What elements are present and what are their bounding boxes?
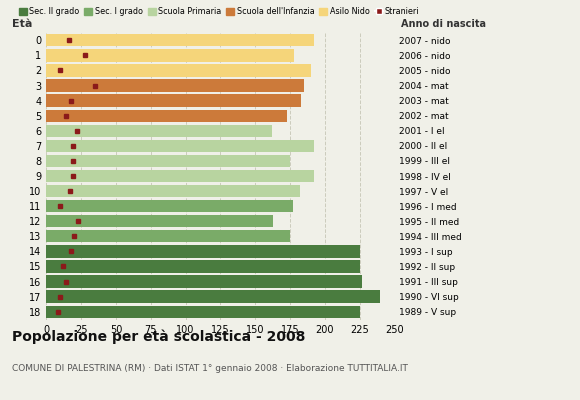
- Bar: [46, 79, 304, 92]
- Legend: Sec. II grado, Sec. I grado, Scuola Primaria, Scuola dell'Infanzia, Asilo Nido, : Sec. II grado, Sec. I grado, Scuola Prim…: [16, 4, 423, 20]
- Text: Popolazione per età scolastica - 2008: Popolazione per età scolastica - 2008: [12, 330, 305, 344]
- Bar: [46, 200, 293, 212]
- Bar: [46, 110, 287, 122]
- Bar: [46, 275, 362, 288]
- Bar: [46, 49, 294, 62]
- Bar: [46, 124, 272, 137]
- Bar: [46, 230, 290, 242]
- Bar: [46, 64, 311, 77]
- Bar: [46, 170, 314, 182]
- Bar: [46, 140, 314, 152]
- Bar: [46, 245, 360, 258]
- Bar: [46, 290, 380, 303]
- Bar: [46, 155, 290, 167]
- Bar: [46, 94, 301, 107]
- Bar: [46, 34, 314, 46]
- Bar: [46, 185, 300, 197]
- Text: COMUNE DI PALESTRINA (RM) · Dati ISTAT 1° gennaio 2008 · Elaborazione TUTTITALIA: COMUNE DI PALESTRINA (RM) · Dati ISTAT 1…: [12, 364, 408, 373]
- Bar: [46, 306, 360, 318]
- Text: Anno di nascita: Anno di nascita: [401, 19, 487, 29]
- Bar: [46, 215, 273, 228]
- Bar: [46, 260, 360, 273]
- Text: Età: Età: [12, 19, 32, 29]
